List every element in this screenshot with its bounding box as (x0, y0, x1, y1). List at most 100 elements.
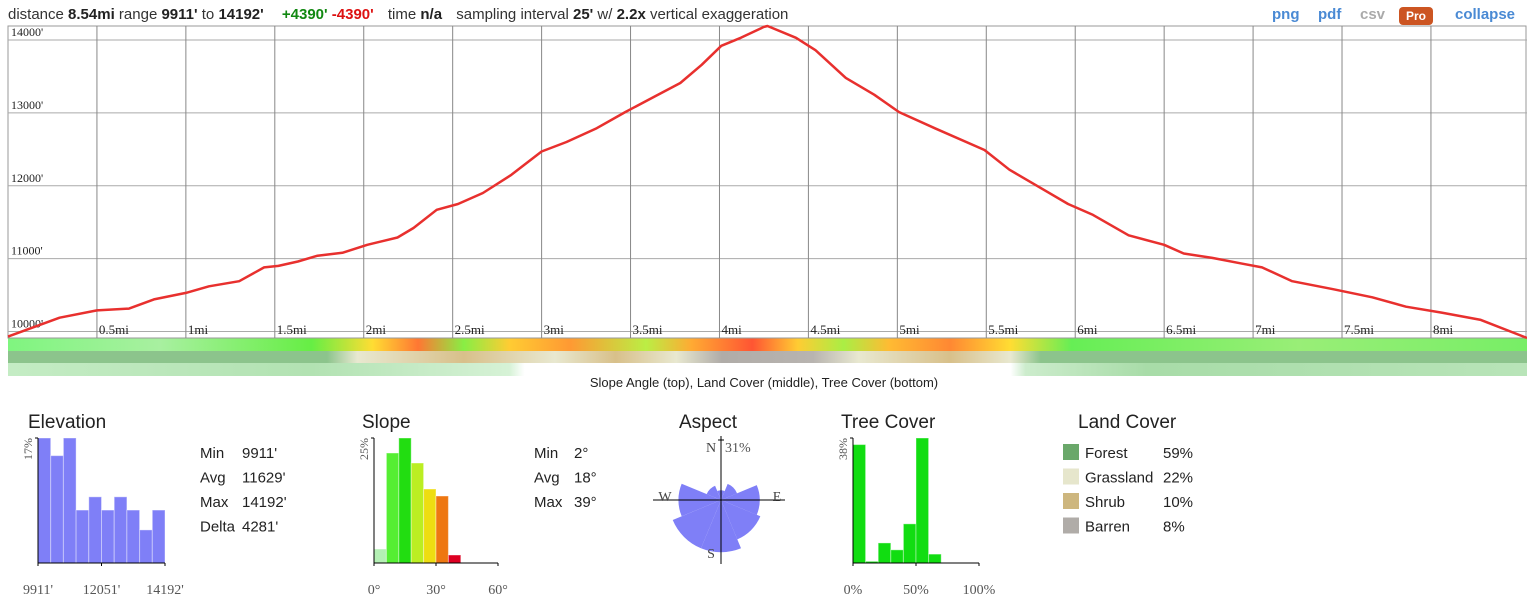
bar (877, 542, 892, 564)
value: n/a (420, 6, 443, 23)
direction-label: S (707, 547, 715, 562)
x-tick-label: 0.5mi (99, 322, 129, 337)
label: sampling interval (456, 6, 569, 23)
y-tick-label: 12000' (11, 171, 43, 185)
x-tick-label: 2mi (366, 322, 387, 337)
wedge (706, 485, 721, 500)
stat-value: 39° (574, 494, 597, 511)
label: vertical exaggeration (649, 6, 789, 23)
stat-value: 18° (574, 470, 597, 487)
bar (113, 496, 128, 564)
legend-swatch (1063, 493, 1079, 509)
bar (50, 455, 64, 564)
legend-share: 8% (1163, 519, 1185, 536)
x-tick-label: 3mi (544, 322, 565, 337)
x-tick-label: 14192' (146, 583, 184, 598)
value: 14192' (218, 6, 264, 23)
y-tick-label: 13000' (11, 98, 43, 112)
bar (435, 495, 449, 564)
pro-badge[interactable]: Pro (1399, 7, 1434, 25)
value: 25' (572, 6, 594, 23)
x-tick-label: 7mi (1255, 322, 1276, 337)
wedge (721, 500, 761, 540)
bar (37, 437, 52, 564)
x-tick-label: 8mi (1433, 322, 1454, 337)
label: w/ (597, 6, 613, 23)
legend-name: Grassland (1085, 470, 1153, 487)
bar (373, 548, 387, 564)
x-tick-label: 30° (426, 583, 446, 598)
x-tick-label: 1.5mi (277, 322, 307, 337)
stat-value: 2° (574, 445, 588, 462)
legend-name: Barren (1085, 519, 1130, 536)
legend-swatch (1063, 444, 1079, 460)
x-tick-label: 4.5mi (810, 322, 840, 337)
bar (385, 452, 400, 564)
plot-frame (7, 25, 1527, 339)
legend-name: Shrub (1085, 494, 1125, 511)
y-tick-label: 11000' (11, 244, 43, 258)
y-tick-label: 14000' (11, 25, 43, 39)
y-tick-label: 38% (836, 438, 850, 460)
value: 2.2x (616, 6, 646, 23)
x-tick-label: 60° (488, 583, 508, 598)
bar (890, 549, 904, 564)
legend-share: 59% (1163, 445, 1193, 462)
stat-value: 14192' (242, 494, 287, 511)
stat-label: Avg (200, 470, 226, 487)
legend-swatch (1063, 517, 1079, 534)
label: range (118, 6, 158, 23)
stat-value: 4281' (242, 519, 278, 536)
label: time (387, 6, 417, 23)
bar (915, 437, 930, 564)
histogram-title: Slope (362, 412, 411, 433)
bar (75, 509, 90, 564)
x-tick-label: 4mi (721, 322, 742, 337)
y-tick-label: 25% (357, 438, 371, 460)
legend-share: 10% (1163, 494, 1193, 511)
x-tick-label: 50% (903, 583, 929, 598)
land-cover-strip (8, 351, 1527, 363)
x-tick-label: 6.5mi (1166, 322, 1196, 337)
histogram-title: Tree Cover (841, 412, 936, 433)
histogram-title: Elevation (28, 412, 106, 433)
bar (139, 529, 153, 564)
stat-value: 9911' (242, 445, 277, 462)
collapse-link[interactable]: collapse (1455, 6, 1516, 23)
land-cover-title: Land Cover (1078, 412, 1177, 433)
stat-label: Max (200, 494, 229, 511)
x-tick-label: 100% (963, 583, 996, 598)
label: to (201, 6, 215, 23)
png-link[interactable]: png (1272, 6, 1300, 23)
elevation-line (7, 24, 1527, 340)
tree-cover-strip (8, 363, 1527, 376)
bar (62, 437, 77, 564)
stat-label: Max (534, 494, 563, 511)
value: 9911' (161, 6, 198, 23)
legend-swatch (1063, 468, 1079, 485)
strips-caption: Slope Angle (top), Land Cover (middle), … (590, 375, 938, 390)
pdf-link[interactable]: pdf (1318, 6, 1342, 23)
bar (126, 509, 141, 564)
x-tick-label: 0% (844, 583, 863, 598)
wedge (721, 483, 738, 500)
summary-bar: distance 8.54mi range 9911' to 14192' +4… (8, 6, 788, 23)
stat-label: Min (534, 445, 558, 462)
legend-share: 22% (1163, 470, 1193, 487)
stat-label: Min (200, 445, 224, 462)
stat-value: 11629' (242, 470, 286, 487)
stat-label: Avg (534, 470, 560, 487)
x-tick-label: 3.5mi (633, 322, 663, 337)
bar (852, 444, 867, 564)
bar (410, 462, 425, 564)
y-tick-label: 17% (21, 438, 35, 460)
csv-link[interactable]: csv (1360, 6, 1386, 23)
bar (151, 509, 166, 564)
slope-strip (8, 338, 1527, 351)
stat-label: Delta (200, 519, 236, 536)
direction-label: E (773, 490, 782, 505)
bar (902, 523, 917, 564)
x-tick-label: 12051' (83, 583, 121, 598)
